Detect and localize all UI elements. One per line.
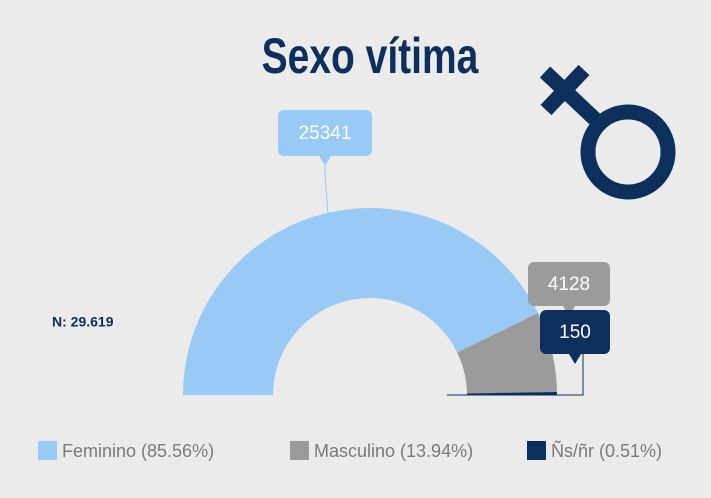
legend-label: Feminino (85.56%) (62, 441, 214, 461)
icon-stem (539, 66, 605, 129)
legend-swatch (527, 441, 546, 460)
value-label: 4128 (548, 274, 590, 295)
female-icon (539, 64, 676, 200)
callout-line (447, 354, 584, 396)
callout-box (540, 310, 610, 354)
value-label: 25341 (299, 123, 352, 144)
arc-segment (466, 392, 557, 395)
legend-swatch (38, 441, 57, 460)
callout-box (278, 110, 372, 156)
icon-circle (580, 104, 676, 200)
annotation: N: 29.619 (52, 314, 114, 330)
icon-bar (540, 64, 590, 116)
legend-swatch (290, 441, 309, 460)
callout-pointer (319, 156, 331, 166)
arc-segment (183, 207, 539, 395)
legend-label: Ñs/ñr (0.51%) (551, 440, 662, 461)
callout-box (528, 262, 610, 306)
value-label: 150 (559, 322, 591, 343)
callout-pointer (569, 354, 581, 364)
legend-label: Masculino (13.94%) (314, 441, 473, 461)
chart-title: Sexo vítima (262, 27, 480, 84)
arc-segment (457, 313, 557, 394)
